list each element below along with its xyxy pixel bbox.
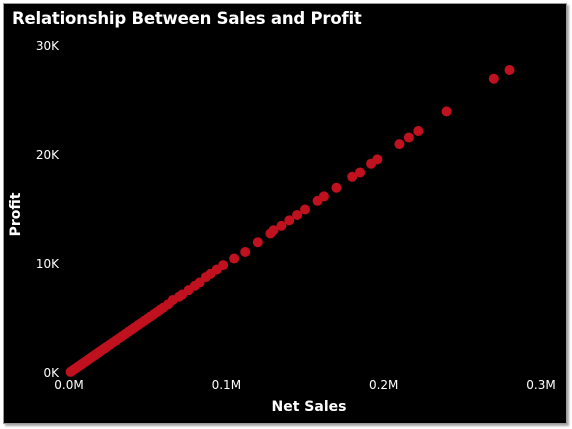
data-point[interactable]	[240, 247, 251, 258]
data-point[interactable]	[284, 215, 295, 226]
data-point[interactable]	[394, 139, 405, 150]
data-point[interactable]	[318, 191, 329, 202]
y-tick-label: 30K	[36, 39, 60, 53]
x-tick-label: 0.2M	[369, 378, 398, 392]
data-point[interactable]	[504, 64, 515, 75]
data-point[interactable]	[268, 225, 279, 236]
y-tick-label: 20K	[36, 148, 60, 162]
data-point[interactable]	[252, 237, 263, 248]
data-point[interactable]	[413, 126, 424, 137]
data-point[interactable]	[229, 253, 240, 264]
data-point[interactable]	[331, 182, 342, 193]
x-tick-label: 0.1M	[212, 378, 241, 392]
data-point[interactable]	[372, 154, 383, 165]
y-axis-title: Profit	[8, 192, 24, 236]
data-point[interactable]	[347, 171, 358, 182]
data-point[interactable]	[488, 73, 499, 84]
data-point[interactable]	[300, 204, 310, 215]
y-tick-label: 10K	[36, 257, 60, 271]
x-axis-title: Net Sales	[272, 399, 347, 415]
data-point[interactable]	[403, 132, 414, 143]
chart-title: Relationship Between Sales and Profit	[12, 9, 362, 28]
scatter-chart-visual: Relationship Between Sales and Profit 0K…	[3, 3, 567, 424]
scatter-plot: 0K 10K 20K 30K 0.0M 0.1M 0.2M 0.3M Net Sales Prof…	[8, 39, 556, 415]
data-point[interactable]	[218, 260, 229, 271]
data-point[interactable]	[276, 220, 287, 231]
x-tick-label: 0.0M	[54, 378, 83, 392]
data-point[interactable]	[441, 106, 452, 117]
x-tick-label: 0.3M	[526, 378, 555, 392]
data-point[interactable]	[355, 167, 366, 178]
data-point[interactable]	[292, 209, 303, 220]
y-tick-label: 0K	[43, 366, 60, 380]
